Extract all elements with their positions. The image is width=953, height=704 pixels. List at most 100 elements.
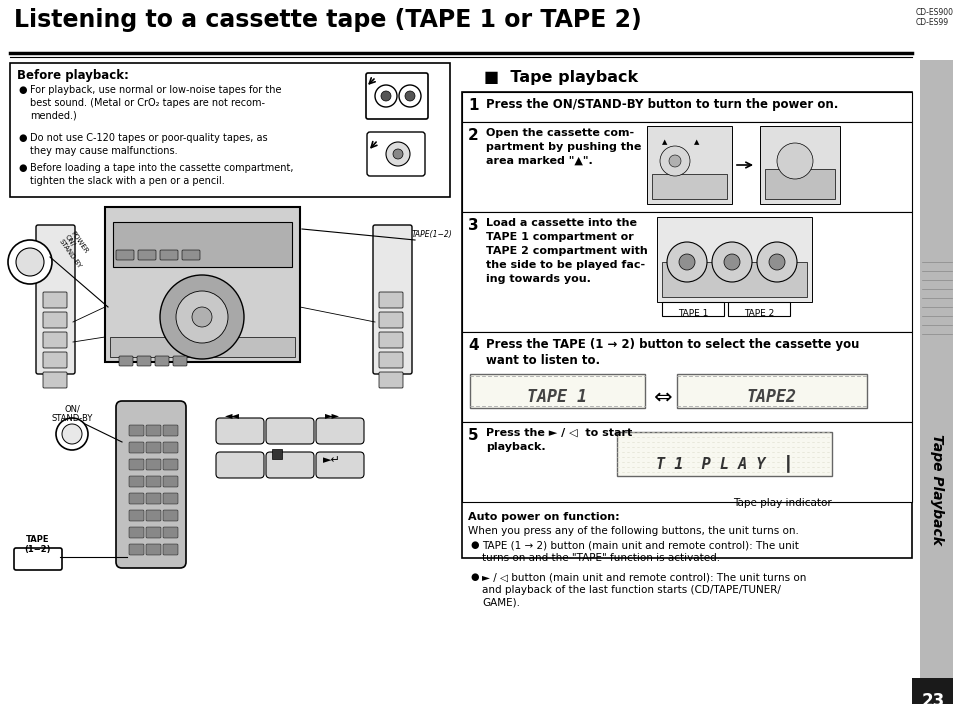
FancyBboxPatch shape (154, 356, 169, 366)
Text: ●: ● (18, 163, 27, 173)
FancyBboxPatch shape (163, 425, 178, 436)
FancyBboxPatch shape (470, 374, 644, 408)
FancyBboxPatch shape (461, 92, 911, 558)
Text: 3: 3 (468, 218, 478, 233)
Text: ON/
STAND-BY: ON/ STAND-BY (51, 404, 92, 423)
Text: CD-ES900
CD-ES99: CD-ES900 CD-ES99 (915, 8, 953, 27)
Circle shape (380, 91, 391, 101)
FancyBboxPatch shape (129, 442, 144, 453)
FancyBboxPatch shape (764, 169, 834, 199)
FancyBboxPatch shape (172, 356, 187, 366)
FancyBboxPatch shape (146, 544, 161, 555)
FancyBboxPatch shape (461, 332, 911, 422)
Circle shape (175, 291, 228, 343)
FancyBboxPatch shape (110, 337, 294, 357)
FancyBboxPatch shape (378, 332, 402, 348)
FancyBboxPatch shape (119, 356, 132, 366)
FancyBboxPatch shape (129, 425, 144, 436)
FancyBboxPatch shape (43, 332, 67, 348)
FancyBboxPatch shape (146, 425, 161, 436)
FancyBboxPatch shape (146, 510, 161, 521)
FancyBboxPatch shape (160, 250, 178, 260)
FancyBboxPatch shape (378, 372, 402, 388)
Text: Before loading a tape into the cassette compartment,
tighten the slack with a pe: Before loading a tape into the cassette … (30, 163, 294, 186)
FancyBboxPatch shape (461, 212, 911, 332)
FancyBboxPatch shape (646, 126, 731, 204)
Text: ●: ● (470, 540, 478, 550)
Circle shape (62, 424, 82, 444)
Text: TAPE 2: TAPE 2 (743, 309, 773, 318)
Circle shape (393, 149, 402, 159)
Circle shape (668, 155, 680, 167)
FancyBboxPatch shape (163, 493, 178, 504)
Circle shape (723, 254, 740, 270)
Text: want to listen to.: want to listen to. (485, 354, 599, 367)
FancyBboxPatch shape (146, 442, 161, 453)
FancyBboxPatch shape (14, 548, 62, 570)
Text: Open the cassette com-
partment by pushing the
area marked "▲".: Open the cassette com- partment by pushi… (485, 128, 640, 166)
FancyBboxPatch shape (919, 60, 953, 704)
FancyBboxPatch shape (129, 510, 144, 521)
Text: TAPE2: TAPE2 (746, 388, 796, 406)
FancyBboxPatch shape (911, 678, 953, 704)
FancyBboxPatch shape (129, 459, 144, 470)
Circle shape (192, 307, 212, 327)
FancyBboxPatch shape (661, 262, 806, 297)
Text: Tape Playback: Tape Playback (929, 434, 943, 546)
Text: Press the ON/STAND-BY button to turn the power on.: Press the ON/STAND-BY button to turn the… (485, 98, 838, 111)
Text: POWER
ON/
STAND-BY: POWER ON/ STAND-BY (58, 230, 94, 270)
FancyBboxPatch shape (163, 510, 178, 521)
FancyBboxPatch shape (146, 459, 161, 470)
Text: For playback, use normal or low-noise tapes for the
best sound. (Metal or CrO₂ t: For playback, use normal or low-noise ta… (30, 85, 281, 120)
Text: TAPE 1: TAPE 1 (677, 309, 707, 318)
FancyBboxPatch shape (373, 225, 412, 374)
Circle shape (757, 242, 796, 282)
FancyBboxPatch shape (129, 476, 144, 487)
FancyBboxPatch shape (760, 126, 840, 204)
FancyBboxPatch shape (378, 312, 402, 328)
FancyBboxPatch shape (727, 302, 789, 316)
FancyBboxPatch shape (163, 476, 178, 487)
FancyBboxPatch shape (146, 527, 161, 538)
FancyBboxPatch shape (129, 527, 144, 538)
Text: 2: 2 (468, 128, 478, 143)
Text: When you press any of the following buttons, the unit turns on.: When you press any of the following butt… (468, 526, 798, 536)
Text: 4: 4 (468, 338, 478, 353)
FancyBboxPatch shape (163, 527, 178, 538)
FancyBboxPatch shape (617, 432, 831, 476)
FancyBboxPatch shape (10, 63, 450, 197)
FancyBboxPatch shape (266, 418, 314, 444)
FancyBboxPatch shape (163, 544, 178, 555)
Text: Press the TAPE (1 → 2) button to select the cassette you: Press the TAPE (1 → 2) button to select … (485, 338, 859, 351)
FancyBboxPatch shape (163, 459, 178, 470)
FancyBboxPatch shape (215, 418, 264, 444)
Circle shape (8, 240, 52, 284)
Circle shape (768, 254, 784, 270)
FancyBboxPatch shape (43, 372, 67, 388)
Text: 1: 1 (468, 98, 478, 113)
Circle shape (56, 418, 88, 450)
FancyBboxPatch shape (366, 73, 428, 119)
Text: ► / ◁ button (main unit and remote control): The unit turns on
and playback of t: ► / ◁ button (main unit and remote contr… (481, 572, 805, 608)
FancyBboxPatch shape (315, 452, 364, 478)
Text: ►►: ►► (324, 410, 339, 420)
Circle shape (679, 254, 695, 270)
Circle shape (405, 91, 415, 101)
Circle shape (711, 242, 751, 282)
Text: TAPE 1: TAPE 1 (526, 388, 586, 406)
FancyBboxPatch shape (378, 352, 402, 368)
Circle shape (386, 142, 410, 166)
FancyBboxPatch shape (137, 356, 151, 366)
FancyBboxPatch shape (116, 250, 133, 260)
FancyBboxPatch shape (315, 418, 364, 444)
FancyBboxPatch shape (651, 174, 726, 199)
Circle shape (666, 242, 706, 282)
FancyBboxPatch shape (129, 493, 144, 504)
Circle shape (160, 275, 244, 359)
Text: ●: ● (470, 572, 478, 582)
FancyBboxPatch shape (129, 544, 144, 555)
Text: ⇔: ⇔ (653, 388, 672, 408)
FancyBboxPatch shape (43, 312, 67, 328)
Text: Listening to a cassette tape (TAPE 1 or TAPE 2): Listening to a cassette tape (TAPE 1 or … (14, 8, 641, 32)
FancyBboxPatch shape (43, 352, 67, 368)
